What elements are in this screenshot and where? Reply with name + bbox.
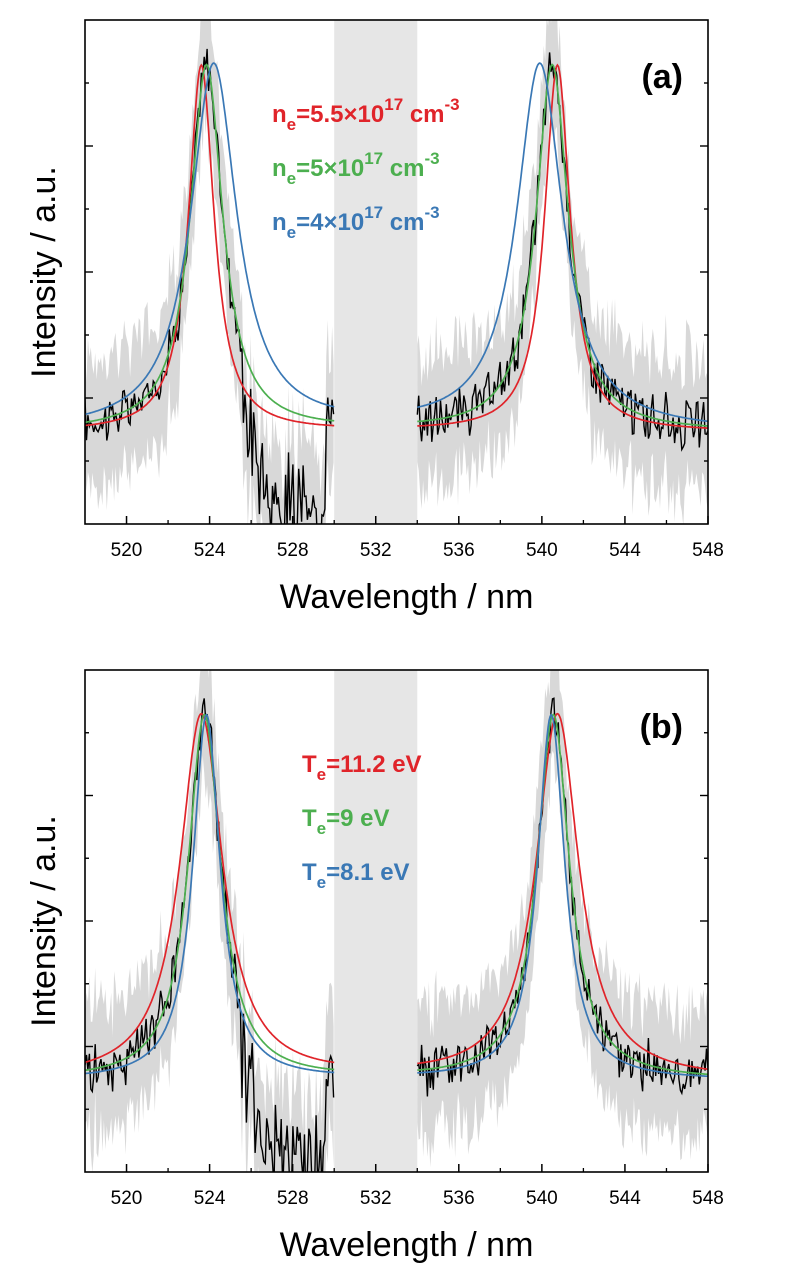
fit-curve-3 [85,713,335,1075]
x-tick-label: 548 [692,540,724,561]
legend-main: T [302,859,317,886]
x-tick-label: 536 [443,540,475,561]
legend-sub: e [287,223,296,242]
masked-region [334,20,418,524]
panel-label: (b) [640,708,683,746]
x-tick-label: 544 [609,1188,641,1209]
x-tick-label: 520 [111,1188,143,1209]
fit-curve-2 [417,63,708,427]
legend-sup: 17 [384,95,403,114]
legend-unit-sup: -3 [445,95,460,114]
legend-text: =9 eV [326,805,389,832]
legend-unit: cm [383,155,424,182]
y-axis-label: Intensity / a.u. [25,815,63,1027]
fit-curve-2 [85,713,335,1072]
legend-sub: e [317,765,326,784]
x-tick-label: 532 [360,540,392,561]
masked-region [334,670,418,1172]
legend-entry-3: Te=8.1 eV [302,859,410,892]
legend-main: n [272,209,287,236]
legend: ne=5.5×1017 cm-3ne=5×1017 cm-3ne=4×1017 … [272,95,460,242]
legend-unit: cm [383,209,424,236]
legend-main: n [272,155,287,182]
x-tick-label: 528 [277,540,309,561]
legend-sub: e [317,873,326,892]
fit-curve-1 [417,63,708,429]
legend-text: =4×10 [296,209,364,236]
panel-label: (a) [641,58,683,96]
legend-text: =5.5×10 [296,101,384,128]
legend-sub: e [287,169,296,188]
legend-sub: e [287,115,296,134]
legend-sub: e [317,819,326,838]
legend-sup: 17 [364,203,383,222]
fit-curve-1 [417,712,708,1071]
x-tick-label: 540 [526,540,558,561]
legend-unit: cm [403,101,444,128]
fit-curve-3 [417,713,708,1078]
legend-entry-2: Te=9 eV [302,805,390,838]
x-tick-label: 544 [609,540,641,561]
fit-curve-3 [417,62,708,423]
uncertainty-band [85,20,334,524]
chart-panel-a: 520 524 528 532 536 540 544 548 Wavelength / nm I… [25,19,724,616]
fit-curve-1 [85,712,335,1064]
x-axis-label: Wavelength / nm [280,1226,534,1264]
legend-text: =11.2 eV [326,751,421,778]
measured-trace [85,48,335,524]
legend-text: =8.1 eV [326,859,409,886]
fit-curve-2 [417,713,708,1076]
x-tick-label: 528 [277,1188,309,1209]
legend-main: T [302,805,317,832]
plot-area [85,670,708,1172]
legend-unit-sup: -3 [425,149,440,168]
legend-sup: 17 [364,149,383,168]
plot-area [85,20,708,524]
legend-unit-sup: -3 [425,203,440,222]
legend-entry-2: ne=5×1017 cm-3 [272,149,440,188]
measured-trace [416,52,708,452]
fit-curve-3 [85,62,335,416]
legend-entry-3: ne=4×1017 cm-3 [272,203,440,242]
x-tick-label: 532 [360,1188,392,1209]
x-tick-label: 520 [111,540,143,561]
x-tick-label: 548 [692,1188,724,1209]
legend-main: n [272,101,287,128]
x-tick-label: 536 [443,1188,475,1209]
x-tick-label: 540 [526,1188,558,1209]
x-tick-label: 524 [194,540,226,561]
chart-panel-b: 520 524 528 532 536 540 544 548 Wavelength / nm I… [25,669,724,1264]
legend-entry-1: Te=11.2 eV [302,751,422,784]
legend-text: =5×10 [296,155,364,182]
legend-main: T [302,751,317,778]
x-tick-label: 524 [194,1188,226,1209]
fit-curve-1 [85,63,335,427]
x-axis-label: Wavelength / nm [280,578,534,616]
y-axis-label: Intensity / a.u. [25,166,63,378]
legend-entry-1: ne=5.5×1017 cm-3 [272,95,460,134]
